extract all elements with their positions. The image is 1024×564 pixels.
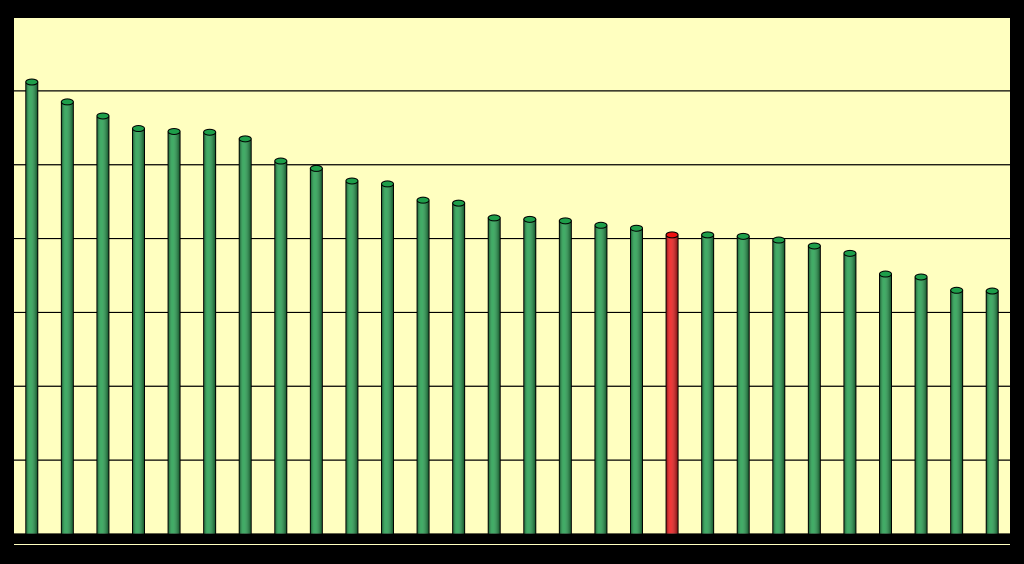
bar-top bbox=[594, 221, 608, 229]
bar-top bbox=[879, 270, 892, 278]
bar-top bbox=[25, 78, 39, 86]
bar-top bbox=[807, 242, 821, 250]
bar-shade bbox=[879, 274, 892, 534]
bar-top bbox=[487, 214, 501, 222]
bar-shade bbox=[523, 219, 536, 534]
bar-top bbox=[665, 231, 679, 239]
bar-shade bbox=[594, 225, 607, 534]
bar-top bbox=[416, 196, 430, 204]
bar-top bbox=[96, 112, 110, 120]
bar-shade bbox=[630, 228, 643, 534]
bar-shade bbox=[239, 138, 252, 534]
bar-shade bbox=[488, 217, 501, 535]
floor bbox=[14, 534, 1010, 544]
bar-top bbox=[309, 164, 323, 172]
bar-shade bbox=[843, 253, 856, 535]
bar-shade bbox=[381, 183, 394, 534]
bar-shade bbox=[203, 132, 216, 534]
bar-shade bbox=[132, 128, 145, 534]
bar-shade bbox=[96, 115, 109, 535]
bar-top bbox=[523, 215, 537, 223]
bar-shade bbox=[310, 168, 323, 534]
bar-shade bbox=[559, 220, 572, 535]
bar-top bbox=[167, 127, 181, 135]
bar-shade bbox=[737, 236, 750, 534]
bar-top bbox=[60, 98, 74, 106]
bar-top bbox=[452, 199, 466, 207]
bar-shade bbox=[417, 200, 430, 534]
bar-shade bbox=[915, 276, 928, 534]
bar-shade bbox=[452, 203, 465, 534]
bar-shade bbox=[274, 161, 287, 534]
bar-top bbox=[381, 180, 394, 188]
bar-shade bbox=[61, 101, 74, 534]
bar-top bbox=[736, 232, 750, 240]
bar-shade bbox=[950, 290, 963, 534]
bar-top bbox=[772, 236, 786, 244]
bar-shade bbox=[666, 234, 679, 534]
bar-top bbox=[132, 125, 145, 133]
bar-top bbox=[203, 128, 217, 136]
bar-top bbox=[630, 224, 643, 232]
plot-area bbox=[14, 18, 1010, 545]
bar-shade bbox=[772, 240, 785, 534]
bar-shade bbox=[986, 291, 999, 534]
bar-shade bbox=[345, 180, 358, 534]
bar-top bbox=[345, 177, 359, 185]
bar-top bbox=[843, 249, 857, 257]
bar-top bbox=[274, 157, 288, 165]
bar-top bbox=[701, 231, 715, 239]
bar-shade bbox=[808, 245, 821, 534]
bar-shade bbox=[25, 81, 38, 534]
bar-top bbox=[558, 217, 572, 225]
bar-top bbox=[914, 273, 928, 281]
bar-top bbox=[985, 287, 999, 295]
bar-shade bbox=[168, 131, 181, 534]
bar-shade bbox=[701, 234, 714, 534]
bar-top bbox=[950, 286, 964, 294]
bar-top bbox=[238, 135, 252, 143]
